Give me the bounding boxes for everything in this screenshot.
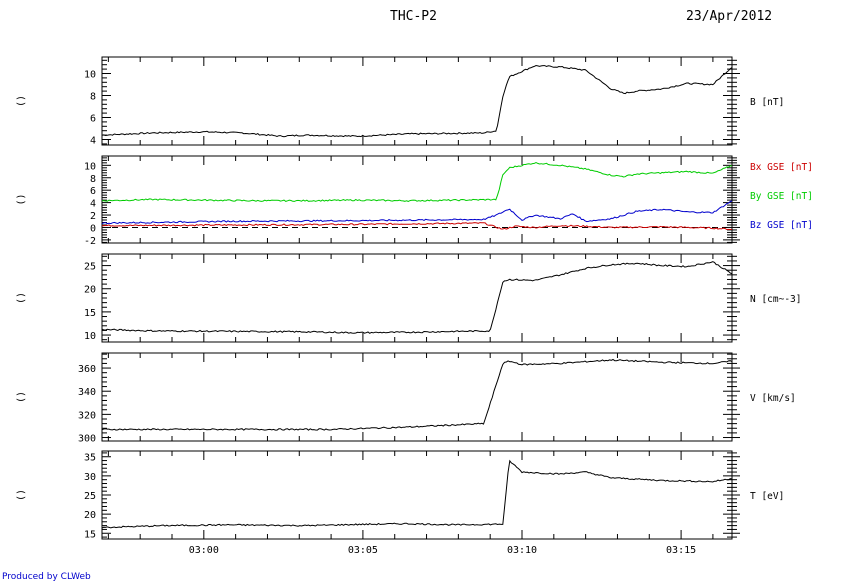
y-tick-label: 25 [84,491,96,502]
y-tick-label: 25 [84,262,96,273]
x-tick-label: 03:05 [348,545,378,556]
y-tick-label: 30 [84,472,96,483]
y-tick-label: 10 [84,161,96,172]
series-line [101,261,733,334]
y-tick-label: 10 [84,331,96,342]
panel-frame [101,352,733,442]
y-tick-label: 340 [78,387,96,398]
chart-date: 23/Apr/2012 [686,9,773,24]
series-label: V [km/s] [750,393,796,404]
series-line [102,161,733,202]
chart-title: THC-P2 [390,9,437,24]
y-tick-label: 2 [90,211,96,222]
y-tick-label: 4 [90,136,96,147]
y-tick-label: 0 [90,223,96,234]
series-label: N [cm~-3] [750,294,801,305]
series-label: Bz GSE [nT] [750,220,813,231]
y-tick-label: -2 [84,236,96,247]
panel-unit-label: () [16,292,27,304]
y-tick-label: 6 [90,114,96,125]
x-tick-label: 03:15 [666,545,696,556]
panel-unit-label: () [16,193,27,205]
series-line [101,200,733,225]
series-label: By GSE [nT] [750,191,813,202]
y-tick-label: 4 [90,199,96,210]
y-tick-label: 8 [90,174,96,185]
x-tick-label: 03:00 [189,545,219,556]
panel-frame [101,253,733,343]
y-tick-label: 10 [84,70,96,81]
series-label: T [eV] [750,491,784,502]
y-tick-label: 15 [84,529,96,540]
y-tick-label: 360 [78,364,96,375]
series-label: Bx GSE [nT] [750,162,813,173]
panel-unit-label: () [16,391,27,403]
y-tick-label: 15 [84,308,96,319]
series-label: B [nT] [750,97,784,108]
panel-unit-label: () [16,489,27,501]
series-line [101,358,733,431]
series-line [101,64,733,138]
series-line [101,459,733,529]
series-line [101,222,733,231]
y-tick-label: 8 [90,92,96,103]
x-tick-label: 03:10 [507,545,537,556]
panel-unit-label: () [16,95,27,107]
produced-by-label: Produced by CLWeb [2,572,91,582]
y-tick-label: 320 [78,410,96,421]
y-tick-label: 20 [84,285,96,296]
panel-frame [101,56,733,146]
y-tick-label: 300 [78,434,96,445]
y-tick-label: 20 [84,510,96,521]
y-tick-label: 6 [90,186,96,197]
panel-frame [101,155,733,244]
y-tick-label: 35 [84,453,96,464]
